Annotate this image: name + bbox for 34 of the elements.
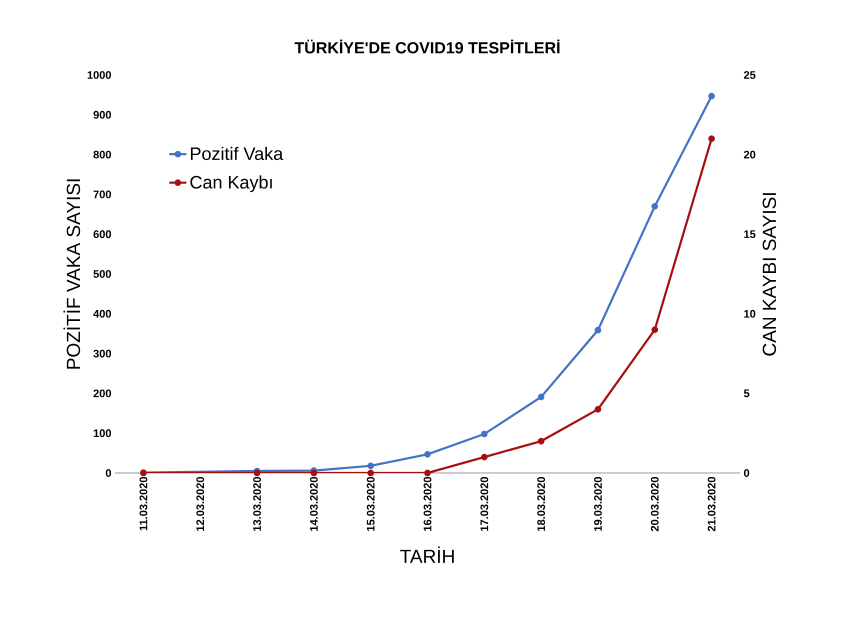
y-tick-label: 300	[93, 350, 112, 358]
y2-tick-label: 25	[744, 71, 756, 79]
y2-axis-title: CAN KAYBI SAYISI	[762, 193, 776, 356]
y-tick-label: 100	[94, 429, 112, 438]
legend-label: Can Kaybı	[190, 175, 272, 192]
y2-tick-label: 20	[744, 150, 756, 158]
y2-tick-label: 15	[744, 230, 756, 238]
x-tick-label: 20.03.2020	[650, 476, 659, 532]
x-tick-label: 19.03.2020	[594, 476, 602, 531]
y-tick-label: 500	[93, 270, 112, 278]
y-axis-title: POZİTİF VAKA SAYISI	[63, 179, 80, 369]
x-tick-label: 21.03.2020	[708, 476, 716, 532]
y-tick-label: 900	[94, 110, 112, 119]
y-tick-label: 200	[94, 390, 112, 398]
x-tick-label: 12.03.2020	[196, 476, 204, 531]
y-tick-label: 700	[94, 190, 112, 198]
chart-title: TÜRKİYE'DE COVID19 TESPİTLERİ	[294, 40, 560, 54]
x-tick-label: 13.03.2020	[253, 476, 261, 531]
x-tick-label: 16.03.2020	[424, 476, 432, 531]
y2-tick-label: 5	[744, 390, 750, 398]
y2-tick-label: 0	[744, 469, 750, 477]
y-tick-label: 800	[93, 150, 112, 158]
y-tick-label: 1000	[88, 71, 112, 79]
x-tick-label: 18.03.2020	[537, 476, 546, 531]
x-tick-label: 15.03.2020	[366, 476, 375, 531]
x-tick-label: 11.03.2020	[140, 476, 148, 530]
legend-label: Pozitif Vaka	[190, 146, 284, 160]
y2-tick-label: 10	[744, 310, 756, 318]
x-tick-label: 14.03.2020	[310, 476, 318, 531]
y-tick-label: 400	[93, 310, 112, 318]
y-tick-label: 600	[94, 230, 112, 238]
x-axis-title: TARİH	[400, 546, 454, 563]
y-tick-label: 0	[106, 469, 112, 477]
x-tick-label: 17.03.2020	[480, 476, 488, 531]
